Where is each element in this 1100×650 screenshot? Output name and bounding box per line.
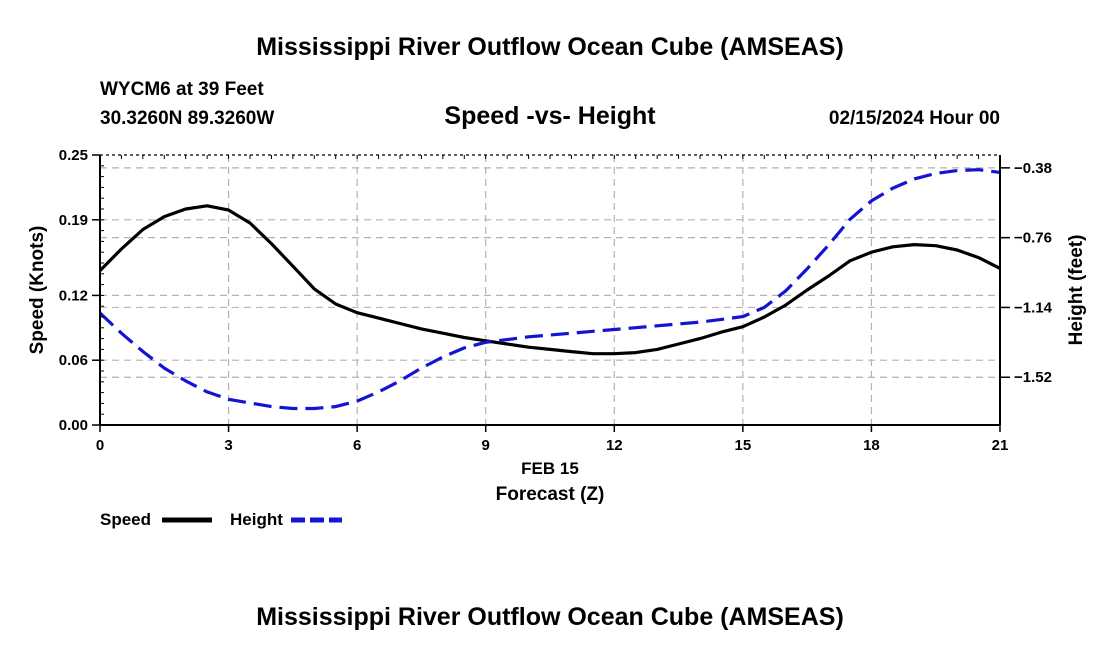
y-left-tick-label: 0.06 [59, 352, 88, 369]
x-tick-label: 0 [96, 437, 104, 454]
x-tick-label: 3 [224, 437, 232, 454]
y-left-tick-label: 0.25 [59, 147, 88, 164]
y-axis-title-left: Speed (Knots) [27, 226, 48, 355]
x-tick-label: 12 [606, 437, 623, 454]
location-label: 30.3260N 89.3260W [100, 108, 274, 129]
legend-label-height: Height [230, 510, 283, 529]
y-right-tick-label: −1.14 [1014, 299, 1053, 316]
y-right-tick-label: −1.52 [1014, 369, 1052, 386]
x-tick-label: 15 [735, 437, 752, 454]
x-date-label: FEB 15 [521, 459, 579, 478]
station-label: WYCM6 at 39 Feet [100, 79, 264, 100]
y-right-tick-label: −0.38 [1014, 160, 1052, 177]
y-left-tick-label: 0.19 [59, 212, 88, 229]
chart-subtitle: Speed -vs- Height [444, 102, 656, 130]
y-axis-title-right: Height (feet) [1066, 235, 1087, 346]
series-layer [98, 168, 1001, 411]
x-tick-label: 21 [992, 437, 1009, 454]
x-axis-title: Forecast (Z) [496, 484, 605, 505]
axes [92, 154, 1010, 432]
date-label: 02/15/2024 Hour 00 [829, 108, 1000, 129]
grid [100, 155, 1000, 425]
chart-title: Mississippi River Outflow Ocean Cube (AM… [256, 33, 844, 61]
legend-label-speed: Speed [100, 510, 151, 529]
y-right-tick-label: −0.76 [1014, 230, 1052, 247]
tick-labels: 0 3 6 9 12 15 18 21 0.00 0.06 0.12 0.19 0.25 −0.38 −0.… [59, 147, 1053, 454]
series-line-speed [98, 204, 1001, 356]
x-tick-label: 18 [863, 437, 880, 454]
series-line-height [98, 168, 1001, 411]
x-tick-label: 9 [482, 437, 490, 454]
legend: Speed Height [100, 510, 342, 529]
x-tick-label: 6 [353, 437, 361, 454]
y-left-tick-label: 0.12 [59, 287, 88, 304]
y-left-tick-label: 0.00 [59, 417, 88, 434]
footer-title: Mississippi River Outflow Ocean Cube (AM… [256, 603, 844, 631]
